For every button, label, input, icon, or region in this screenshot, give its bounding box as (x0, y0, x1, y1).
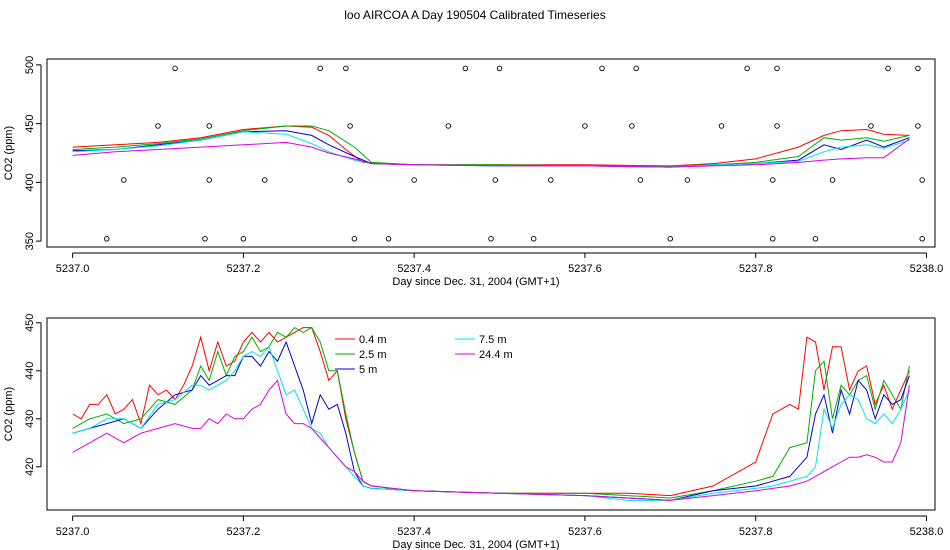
x-tick-label: 5237.0 (56, 526, 90, 538)
data-point (351, 236, 358, 242)
x-tick-label: 5237.4 (397, 263, 431, 275)
x-axis-title: Day since Dec. 31, 2004 (GMT+1) (392, 539, 559, 550)
y-tick-label: 400 (24, 173, 36, 191)
y-tick-label: 500 (24, 56, 36, 74)
data-point (774, 65, 780, 72)
data-point (385, 236, 392, 242)
plot-frame (46, 317, 936, 511)
data-point (121, 177, 127, 183)
series-line-0 (72, 125, 910, 167)
bottom-panel: 5237.0 5237.2 5237.4 5237.6 5237.8 5238.0 420 4… (3, 314, 943, 550)
x-tick-label: 5237.6 (568, 263, 602, 275)
series-line-0-4-m (72, 327, 910, 497)
x-tick-label: 5237.4 (397, 526, 431, 538)
figure-title: loo AIRCOA A Day 190504 Calibrated Times… (344, 8, 605, 22)
data-point (548, 177, 554, 183)
y-axis-title: CO2 (ppm) (3, 387, 15, 441)
data-point (868, 123, 874, 129)
data-point (240, 236, 247, 242)
data-point (343, 65, 349, 72)
data-point (684, 177, 691, 183)
legend-label: 2.5 m (359, 349, 387, 361)
data-point (347, 123, 353, 129)
data-point (915, 65, 921, 72)
data-point (829, 177, 836, 183)
x-tick-label: 5238.0 (910, 526, 944, 538)
data-point (774, 123, 780, 129)
top-panel: 5237.0 5237.2 5237.4 5237.6 5237.8 5238.0 350 4… (3, 56, 943, 288)
data-point (530, 236, 537, 242)
data-point (492, 177, 499, 183)
data-point (206, 123, 212, 129)
data-point (445, 123, 452, 129)
y-tick-label: 450 (24, 114, 36, 132)
series-line-24-4-m (72, 379, 910, 501)
data-point (919, 236, 925, 242)
data-point (667, 236, 674, 242)
legend-label: 0.4 m (359, 334, 387, 346)
data-point (770, 236, 776, 242)
x-tick-label: 5237.6 (568, 526, 602, 538)
data-point (633, 65, 639, 72)
x-tick-label: 5237.8 (739, 263, 773, 275)
legend: 0.4 m 2.5 m 5 m 7.5 m 24.4 m (335, 334, 513, 376)
x-tick-label: 5237.0 (56, 263, 90, 275)
data-point (919, 177, 925, 183)
data-point (261, 177, 268, 183)
data-point (155, 123, 161, 129)
data-point (718, 123, 725, 129)
data-point (347, 177, 353, 183)
data-point (202, 236, 208, 242)
x-tick-label: 5237.2 (227, 263, 261, 275)
y-tick-label: 420 (24, 458, 36, 476)
x-axis-title: Day since Dec. 31, 2004 (GMT+1) (392, 276, 559, 288)
y-axis-title: CO2 (ppm) (3, 126, 15, 180)
data-point (411, 177, 417, 183)
data-point (812, 236, 819, 242)
data-point (885, 65, 891, 72)
legend-label: 5 m (359, 364, 377, 376)
x-tick-label: 5237.2 (227, 526, 261, 538)
legend-label: 7.5 m (479, 334, 507, 346)
y-tick-label: 440 (24, 362, 36, 380)
x-tick-label: 5237.8 (739, 526, 773, 538)
data-point (496, 65, 503, 72)
y-tick-label: 450 (24, 314, 36, 332)
series-line-7-5-m (72, 345, 910, 501)
y-tick-label: 430 (24, 410, 36, 428)
data-point (582, 123, 588, 129)
data-point (915, 123, 921, 129)
series-line-4 (72, 138, 910, 168)
series-line-2-5-m (72, 326, 910, 499)
data-point (637, 177, 644, 183)
legend-label: 24.4 m (479, 349, 513, 361)
data-point (488, 236, 494, 242)
x-tick-label: 5238.0 (910, 263, 944, 275)
y-tick-label: 350 (24, 232, 36, 250)
data-point (770, 177, 776, 183)
data-point (317, 65, 323, 72)
data-point (104, 236, 110, 242)
series-line-3 (72, 131, 910, 168)
plot-frame (46, 58, 936, 248)
data-point (462, 65, 469, 72)
series-line-5-m (72, 340, 910, 501)
data-point (744, 65, 750, 72)
series-line-1 (72, 125, 910, 167)
data-point (599, 65, 605, 72)
data-point (206, 177, 212, 183)
data-point (629, 123, 635, 129)
data-point (172, 65, 178, 72)
